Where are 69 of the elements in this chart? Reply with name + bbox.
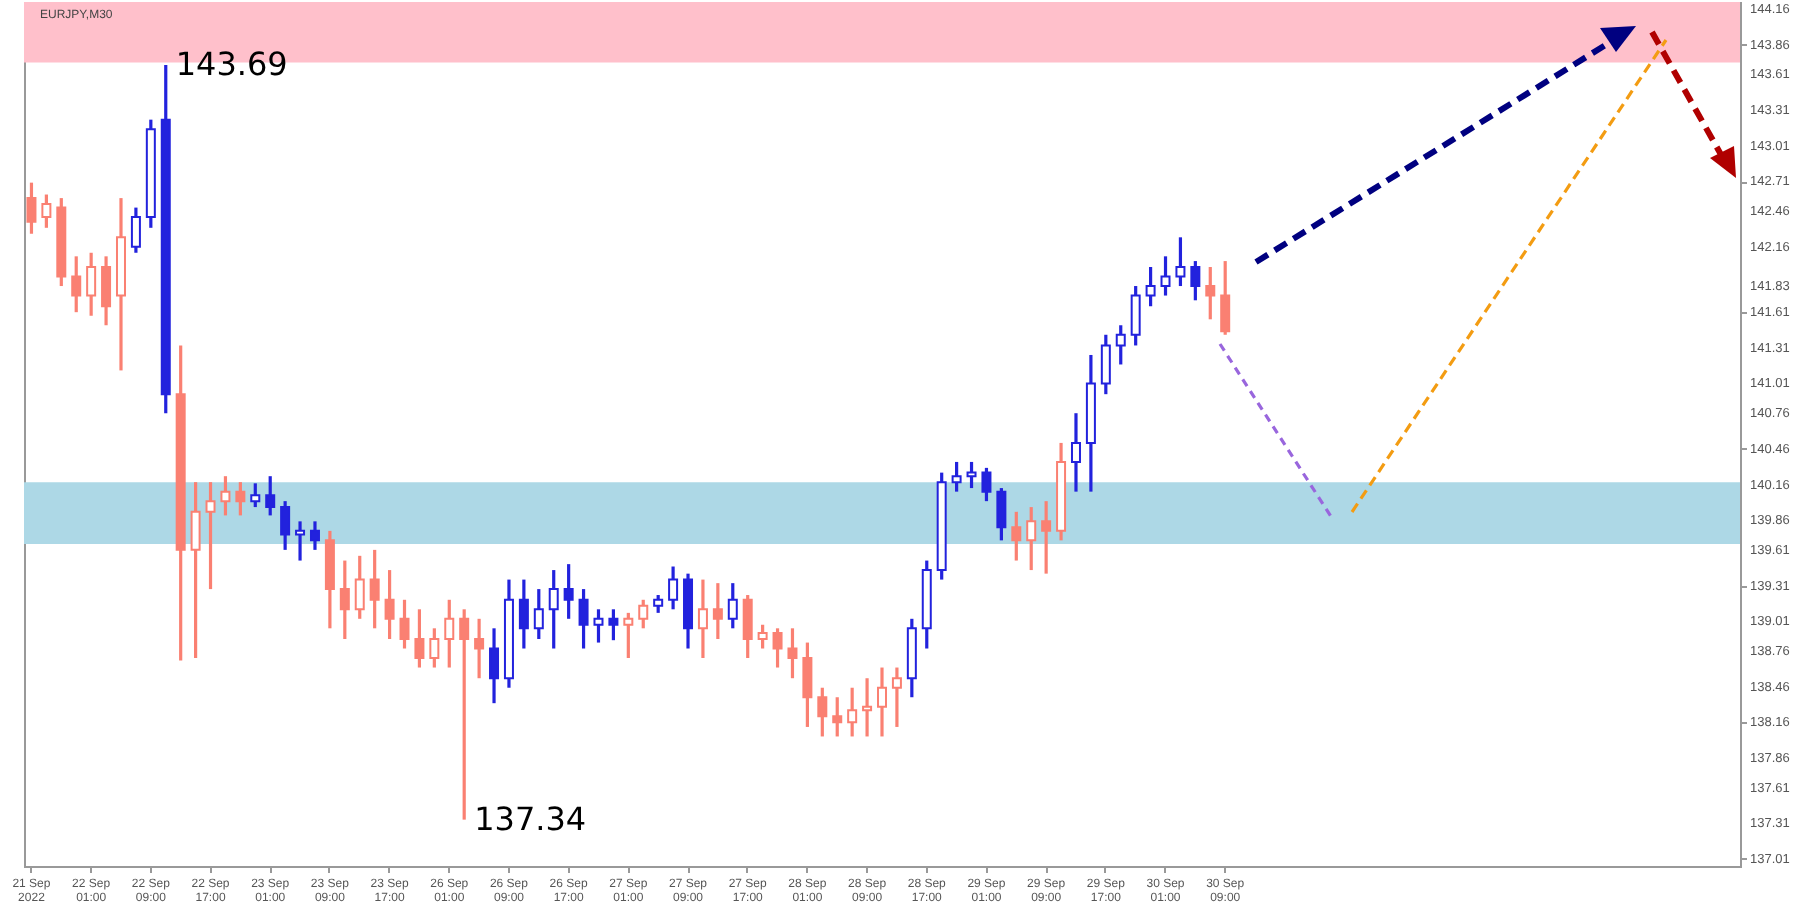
- candlestick: [190, 480, 201, 660]
- candlestick: [727, 581, 738, 630]
- annotation: 143.69: [175, 44, 288, 83]
- candlestick: [891, 665, 902, 729]
- candlestick: [1115, 323, 1126, 367]
- candlestick: [235, 480, 246, 518]
- candlestick: [518, 577, 529, 651]
- candlestick: [757, 623, 768, 651]
- candlestick: [250, 481, 261, 509]
- candlestick: [593, 607, 604, 645]
- candlestick: [832, 695, 843, 739]
- candlestick: [772, 626, 783, 670]
- candlestick: [444, 598, 455, 670]
- candlestick: [339, 558, 350, 641]
- candlestick: [1130, 284, 1141, 348]
- candlestick: [1070, 411, 1081, 494]
- candlestick: [1175, 235, 1186, 288]
- candlestick: [712, 581, 723, 641]
- candlestick: [862, 676, 873, 739]
- candlestick: [354, 554, 365, 621]
- candlestick: [787, 626, 798, 680]
- candlestick: [548, 568, 559, 651]
- candlestick: [742, 593, 753, 660]
- candlestick: [71, 254, 82, 314]
- candlestick: [101, 254, 112, 327]
- candlestick: [802, 640, 813, 729]
- candlestick: [951, 460, 962, 494]
- candlestick: [265, 474, 276, 518]
- candlestick: [280, 499, 291, 552]
- candlestick: [1160, 254, 1171, 298]
- candlestick: [26, 181, 37, 236]
- candlestick: [817, 686, 828, 739]
- candlestick: [1145, 265, 1156, 308]
- candlestick: [697, 577, 708, 660]
- candlestick: [474, 617, 485, 680]
- candlestick: [1205, 265, 1216, 321]
- candlestick: [996, 486, 1007, 542]
- candlestick: [638, 598, 649, 630]
- candlestick: [429, 626, 440, 670]
- candlestick: [220, 474, 231, 518]
- candlestick: [1041, 499, 1052, 576]
- candlestick: [533, 587, 544, 641]
- candlestick: [369, 548, 380, 630]
- candlestick: [877, 665, 887, 739]
- candlestick: [563, 562, 574, 621]
- candlestick: [608, 607, 619, 642]
- candlestick: [1100, 333, 1111, 396]
- candlestick: [578, 587, 589, 651]
- candlestick: [489, 626, 500, 705]
- annotation: 137.34: [474, 799, 587, 838]
- candlestick: [668, 564, 679, 611]
- candlestick: [295, 519, 306, 563]
- candlestick: [1220, 259, 1231, 337]
- candlestick: [459, 607, 470, 822]
- candlestick: [414, 607, 425, 670]
- candlestick: [966, 460, 977, 490]
- candlestick: [41, 192, 52, 230]
- candlestick: [384, 568, 395, 641]
- candlestick: [205, 480, 216, 591]
- candlestick: [1026, 505, 1037, 572]
- candlestick: [623, 611, 634, 660]
- candlestick: [1011, 510, 1022, 563]
- candlestick: [981, 466, 992, 503]
- candlestick: [1190, 259, 1201, 302]
- candlestick: [86, 251, 97, 318]
- candlestick: [309, 519, 320, 552]
- candlestick: [847, 686, 858, 739]
- candlestick: [399, 598, 410, 651]
- candlestick: [130, 206, 141, 255]
